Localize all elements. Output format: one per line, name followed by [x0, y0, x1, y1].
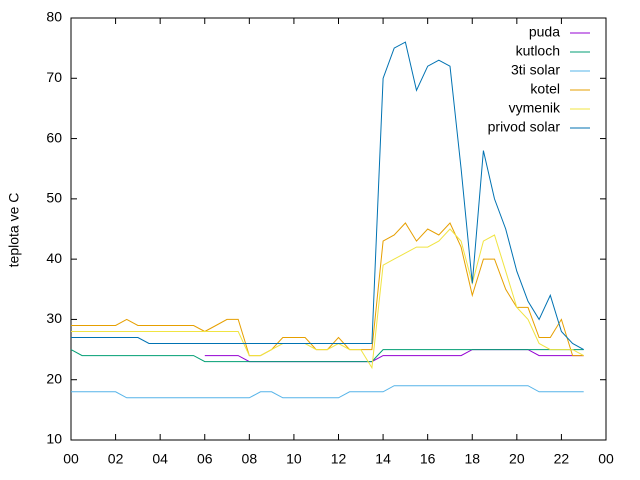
legend-label: vymenik [509, 100, 561, 116]
x-tick-label: 10 [286, 451, 302, 467]
legend-label: kutloch [516, 43, 560, 59]
x-tick-label: 06 [197, 451, 213, 467]
y-tick-label: 70 [46, 69, 62, 85]
x-tick-label: 14 [375, 451, 391, 467]
x-tick-label: 04 [152, 451, 168, 467]
x-tick-label: 18 [464, 451, 480, 467]
y-tick-label: 30 [46, 310, 62, 326]
y-tick-label: 40 [46, 250, 62, 266]
x-tick-label: 22 [554, 451, 570, 467]
y-tick-label: 20 [46, 370, 62, 386]
y-tick-label: 50 [46, 190, 62, 206]
x-tick-label: 08 [242, 451, 258, 467]
x-tick-label: 16 [420, 451, 436, 467]
series-line [71, 41, 584, 351]
y-axis-label: teplota ve C [6, 193, 22, 268]
legend-label: puda [529, 24, 560, 40]
x-tick-label: 02 [108, 451, 124, 467]
x-tick-label: 00 [63, 451, 79, 467]
x-tick-label: 20 [509, 451, 525, 467]
series-line [71, 385, 584, 399]
x-tick-label: 12 [331, 451, 347, 467]
x-tick-label: 00 [598, 451, 614, 467]
series-line [71, 228, 584, 370]
y-tick-label: 80 [46, 9, 62, 25]
series-line [70, 349, 584, 363]
y-tick-label: 10 [46, 431, 62, 447]
legend-label: privod solar [488, 119, 561, 135]
legend-label: 3ti solar [511, 62, 560, 78]
y-tick-label: 60 [46, 129, 62, 145]
legend-label: kotel [530, 81, 560, 97]
